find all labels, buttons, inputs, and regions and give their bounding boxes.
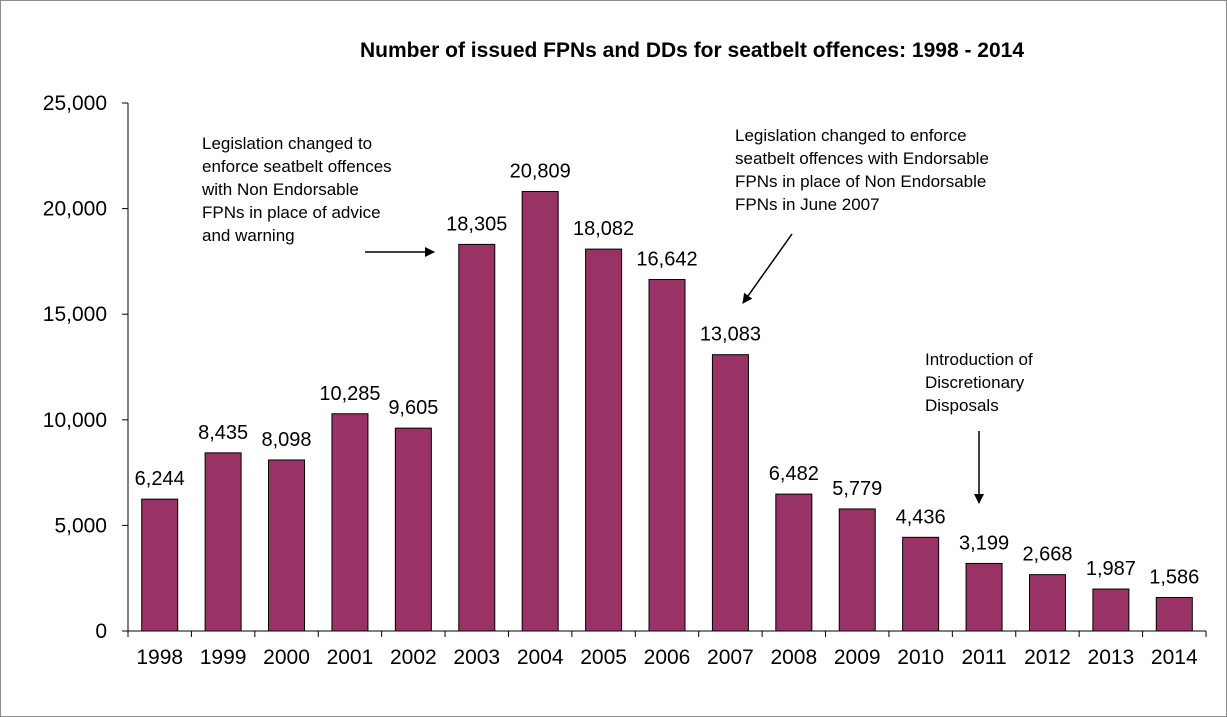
y-tick-label: 20,000	[43, 198, 107, 221]
bar-2006	[648, 279, 686, 632]
annotation-2011-line-2: Discretionary	[925, 373, 1025, 392]
annotation-2007-arrow	[742, 233, 793, 304]
data-label-2000: 8,098	[261, 429, 311, 451]
data-label-1998: 6,244	[135, 468, 185, 490]
x-tick-label-1998: 1998	[136, 646, 183, 669]
data-labels: 6,244 8,435 8,098 10,285 9,605 18,305 20,809 18…	[135, 161, 1200, 589]
x-tick-label-2012: 2012	[1024, 646, 1071, 669]
bar-2012	[1028, 574, 1066, 632]
data-label-2005: 18,082	[573, 218, 634, 240]
annotation-2007-line-1: Legislation changed to enforce	[735, 126, 967, 145]
bars	[141, 191, 1193, 632]
data-label-2004: 20,809	[510, 161, 571, 183]
data-label-2006: 16,642	[636, 249, 697, 271]
annotation-2003-line-5: and warning	[202, 226, 295, 245]
bar-2008	[775, 493, 813, 632]
y-tick-label: 5,000	[54, 514, 107, 537]
x-tick-label-2007: 2007	[707, 646, 754, 669]
annotation-2011-line-1: Introduction of	[925, 350, 1033, 369]
bar-2003	[458, 243, 496, 632]
annotation-2011-line-3: Disposals	[925, 396, 999, 415]
x-tick-label-2014: 2014	[1151, 646, 1198, 669]
x-tick-label-2008: 2008	[770, 646, 817, 669]
bar-1998	[141, 498, 179, 632]
bar-2007	[711, 354, 749, 632]
data-label-2012: 2,668	[1022, 544, 1072, 566]
x-axis: 1998 1999 2000 2001 2002 2003 2004 2005 2006 2007…	[127, 630, 1207, 669]
annotation-2007: Legislation changed to enforce seatbelt …	[735, 126, 989, 304]
bar-2000	[268, 459, 306, 632]
x-tick-label-2013: 2013	[1088, 646, 1135, 669]
x-tick-label-1999: 1999	[200, 646, 247, 669]
data-label-2003: 18,305	[446, 213, 507, 235]
y-tick-label: 0	[95, 620, 107, 643]
bar-2013	[1092, 588, 1130, 632]
y-axis: 0 5,000 10,000 15,000 20,000 25,000	[43, 92, 129, 643]
annotation-2003-line-1: Legislation changed to	[202, 134, 372, 153]
data-label-2008: 6,482	[769, 463, 819, 485]
bar-2011	[965, 562, 1003, 632]
bar-2010	[902, 536, 940, 632]
annotation-2011: Introduction of Discretionary Disposals	[925, 350, 1033, 504]
annotation-2003: Legislation changed to enforce seatbelt …	[201, 134, 435, 257]
annotation-2003-line-2: enforce seatbelt offences	[202, 157, 392, 176]
x-tick-label-2011: 2011	[961, 646, 1006, 669]
y-tick-label: 15,000	[43, 303, 107, 326]
data-label-2009: 5,779	[832, 478, 882, 500]
chart-title: Number of issued FPNs and DDs for seatbe…	[360, 39, 1024, 62]
x-tick-label-2010: 2010	[897, 646, 944, 669]
data-label-1999: 8,435	[198, 422, 248, 444]
data-label-2007: 13,083	[700, 324, 761, 346]
x-tick-label-2003: 2003	[453, 646, 500, 669]
bar-1999	[204, 452, 242, 632]
x-tick-label-2002: 2002	[390, 646, 437, 669]
data-label-2010: 4,436	[896, 506, 946, 528]
annotation-2007-line-4: FPNs in June 2007	[735, 195, 880, 214]
y-tick-label: 25,000	[43, 92, 107, 115]
bar-2009	[838, 508, 876, 632]
bar-2005	[585, 248, 623, 632]
bar-2001	[331, 413, 369, 632]
bar-2004	[521, 191, 559, 632]
annotation-2003-line-4: FPNs in place of advice	[202, 203, 381, 222]
x-tick-label-2000: 2000	[263, 646, 310, 669]
bar-2014	[1155, 597, 1193, 632]
annotation-2007-line-3: FPNs in place of Non Endorsable	[735, 172, 986, 191]
bar-2002	[394, 427, 432, 632]
data-label-2014: 1,586	[1149, 567, 1199, 589]
data-label-2013: 1,987	[1086, 558, 1136, 580]
annotation-2003-line-3: with Non Endorsable	[201, 180, 359, 199]
x-tick-label-2005: 2005	[580, 646, 627, 669]
data-label-2011: 3,199	[959, 532, 1009, 554]
data-label-2001: 10,285	[319, 383, 380, 405]
data-label-2002: 9,605	[388, 397, 438, 419]
annotation-2007-line-2: seatbelt offences with Endorsable	[735, 149, 989, 168]
x-tick-label-2009: 2009	[834, 646, 881, 669]
x-tick-label-2001: 2001	[327, 646, 374, 669]
y-tick-label: 10,000	[43, 409, 107, 432]
x-tick-label-2004: 2004	[517, 646, 564, 669]
x-tick-label-2006: 2006	[644, 646, 691, 669]
